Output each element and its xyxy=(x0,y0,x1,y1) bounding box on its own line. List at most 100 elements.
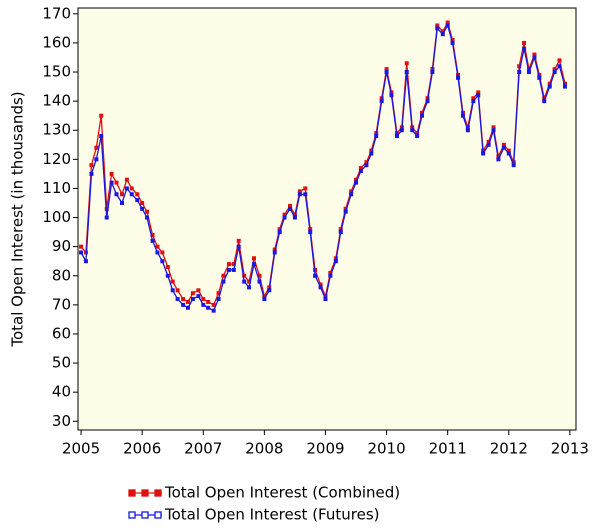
data-point xyxy=(211,308,216,313)
data-point xyxy=(532,55,537,60)
data-point xyxy=(140,200,145,205)
data-point xyxy=(450,38,455,43)
x-tick-label: 2009 xyxy=(306,440,344,458)
data-point xyxy=(410,128,415,133)
data-point xyxy=(262,297,267,302)
data-point xyxy=(517,70,522,75)
data-point xyxy=(135,198,140,203)
data-point xyxy=(313,273,318,278)
data-point xyxy=(364,160,369,165)
data-point xyxy=(145,215,150,220)
data-point xyxy=(404,70,409,75)
y-tick-label: 130 xyxy=(42,121,71,139)
data-point xyxy=(181,302,186,307)
data-point xyxy=(221,273,226,278)
data-point xyxy=(537,75,542,80)
data-point xyxy=(563,81,568,86)
y-tick-label: 100 xyxy=(42,208,71,226)
data-point xyxy=(374,134,379,139)
data-point xyxy=(460,113,465,118)
data-point xyxy=(201,302,206,307)
y-tick-label: 50 xyxy=(52,354,71,372)
data-point xyxy=(150,233,155,238)
data-point xyxy=(104,215,109,220)
legend-marker xyxy=(128,489,136,497)
data-point xyxy=(379,99,384,104)
x-tick-label: 2013 xyxy=(551,440,589,458)
data-point xyxy=(124,186,129,191)
legend-marker xyxy=(128,511,136,519)
data-point xyxy=(135,192,140,197)
data-point xyxy=(420,113,425,118)
data-point xyxy=(277,227,282,232)
data-point xyxy=(491,125,496,130)
data-point xyxy=(476,90,481,95)
data-point xyxy=(267,288,272,293)
data-point xyxy=(216,297,221,302)
data-point xyxy=(420,110,425,115)
y-axis-label: Total Open Interest (in thousands) xyxy=(9,91,27,347)
data-point xyxy=(425,99,430,104)
data-point xyxy=(338,227,343,232)
data-point xyxy=(358,166,363,171)
legend-label: Total Open Interest (Futures) xyxy=(164,506,380,524)
data-point xyxy=(303,192,308,197)
data-point xyxy=(99,113,104,118)
data-point xyxy=(119,192,124,197)
y-tick-label: 60 xyxy=(52,324,71,342)
data-point xyxy=(288,206,293,211)
data-point xyxy=(430,70,435,75)
data-point xyxy=(226,262,231,267)
data-point xyxy=(201,297,206,302)
data-point xyxy=(124,177,129,182)
data-point xyxy=(481,151,486,156)
data-point xyxy=(94,157,99,162)
data-point xyxy=(491,128,496,133)
data-point xyxy=(537,72,542,77)
data-point xyxy=(155,244,160,249)
data-point xyxy=(129,192,134,197)
data-point xyxy=(435,23,440,28)
data-point xyxy=(384,70,389,75)
x-tick-label: 2011 xyxy=(429,440,467,458)
data-point xyxy=(323,297,328,302)
x-tick-label: 2005 xyxy=(62,440,100,458)
data-point xyxy=(99,134,104,139)
y-tick-label: 150 xyxy=(42,63,71,81)
data-point xyxy=(251,256,256,261)
data-point xyxy=(251,262,256,267)
data-point xyxy=(557,58,562,63)
data-point xyxy=(369,151,374,156)
data-point xyxy=(211,302,216,307)
data-point xyxy=(450,40,455,45)
data-point xyxy=(465,128,470,133)
data-point xyxy=(522,46,527,51)
data-point xyxy=(272,247,277,252)
data-point xyxy=(308,230,313,235)
data-point xyxy=(445,23,450,28)
data-point xyxy=(190,297,195,302)
data-point xyxy=(109,171,114,176)
data-point xyxy=(404,61,409,66)
data-point xyxy=(552,67,557,72)
data-point xyxy=(445,20,450,25)
data-point xyxy=(297,192,302,197)
data-point xyxy=(292,215,297,220)
y-tick-label: 140 xyxy=(42,92,71,110)
data-point xyxy=(557,64,562,69)
data-point xyxy=(563,84,568,89)
data-point xyxy=(333,259,338,264)
data-point xyxy=(216,291,221,296)
data-point xyxy=(399,128,404,133)
data-point xyxy=(206,299,211,304)
data-point xyxy=(175,297,180,302)
data-point xyxy=(297,189,302,194)
y-tick-label: 120 xyxy=(42,150,71,168)
data-point xyxy=(257,273,262,278)
data-point xyxy=(175,288,180,293)
data-point xyxy=(471,96,476,101)
x-tick-label: 2012 xyxy=(490,440,528,458)
data-point xyxy=(506,148,511,153)
data-point xyxy=(236,238,241,243)
data-point xyxy=(338,230,343,235)
